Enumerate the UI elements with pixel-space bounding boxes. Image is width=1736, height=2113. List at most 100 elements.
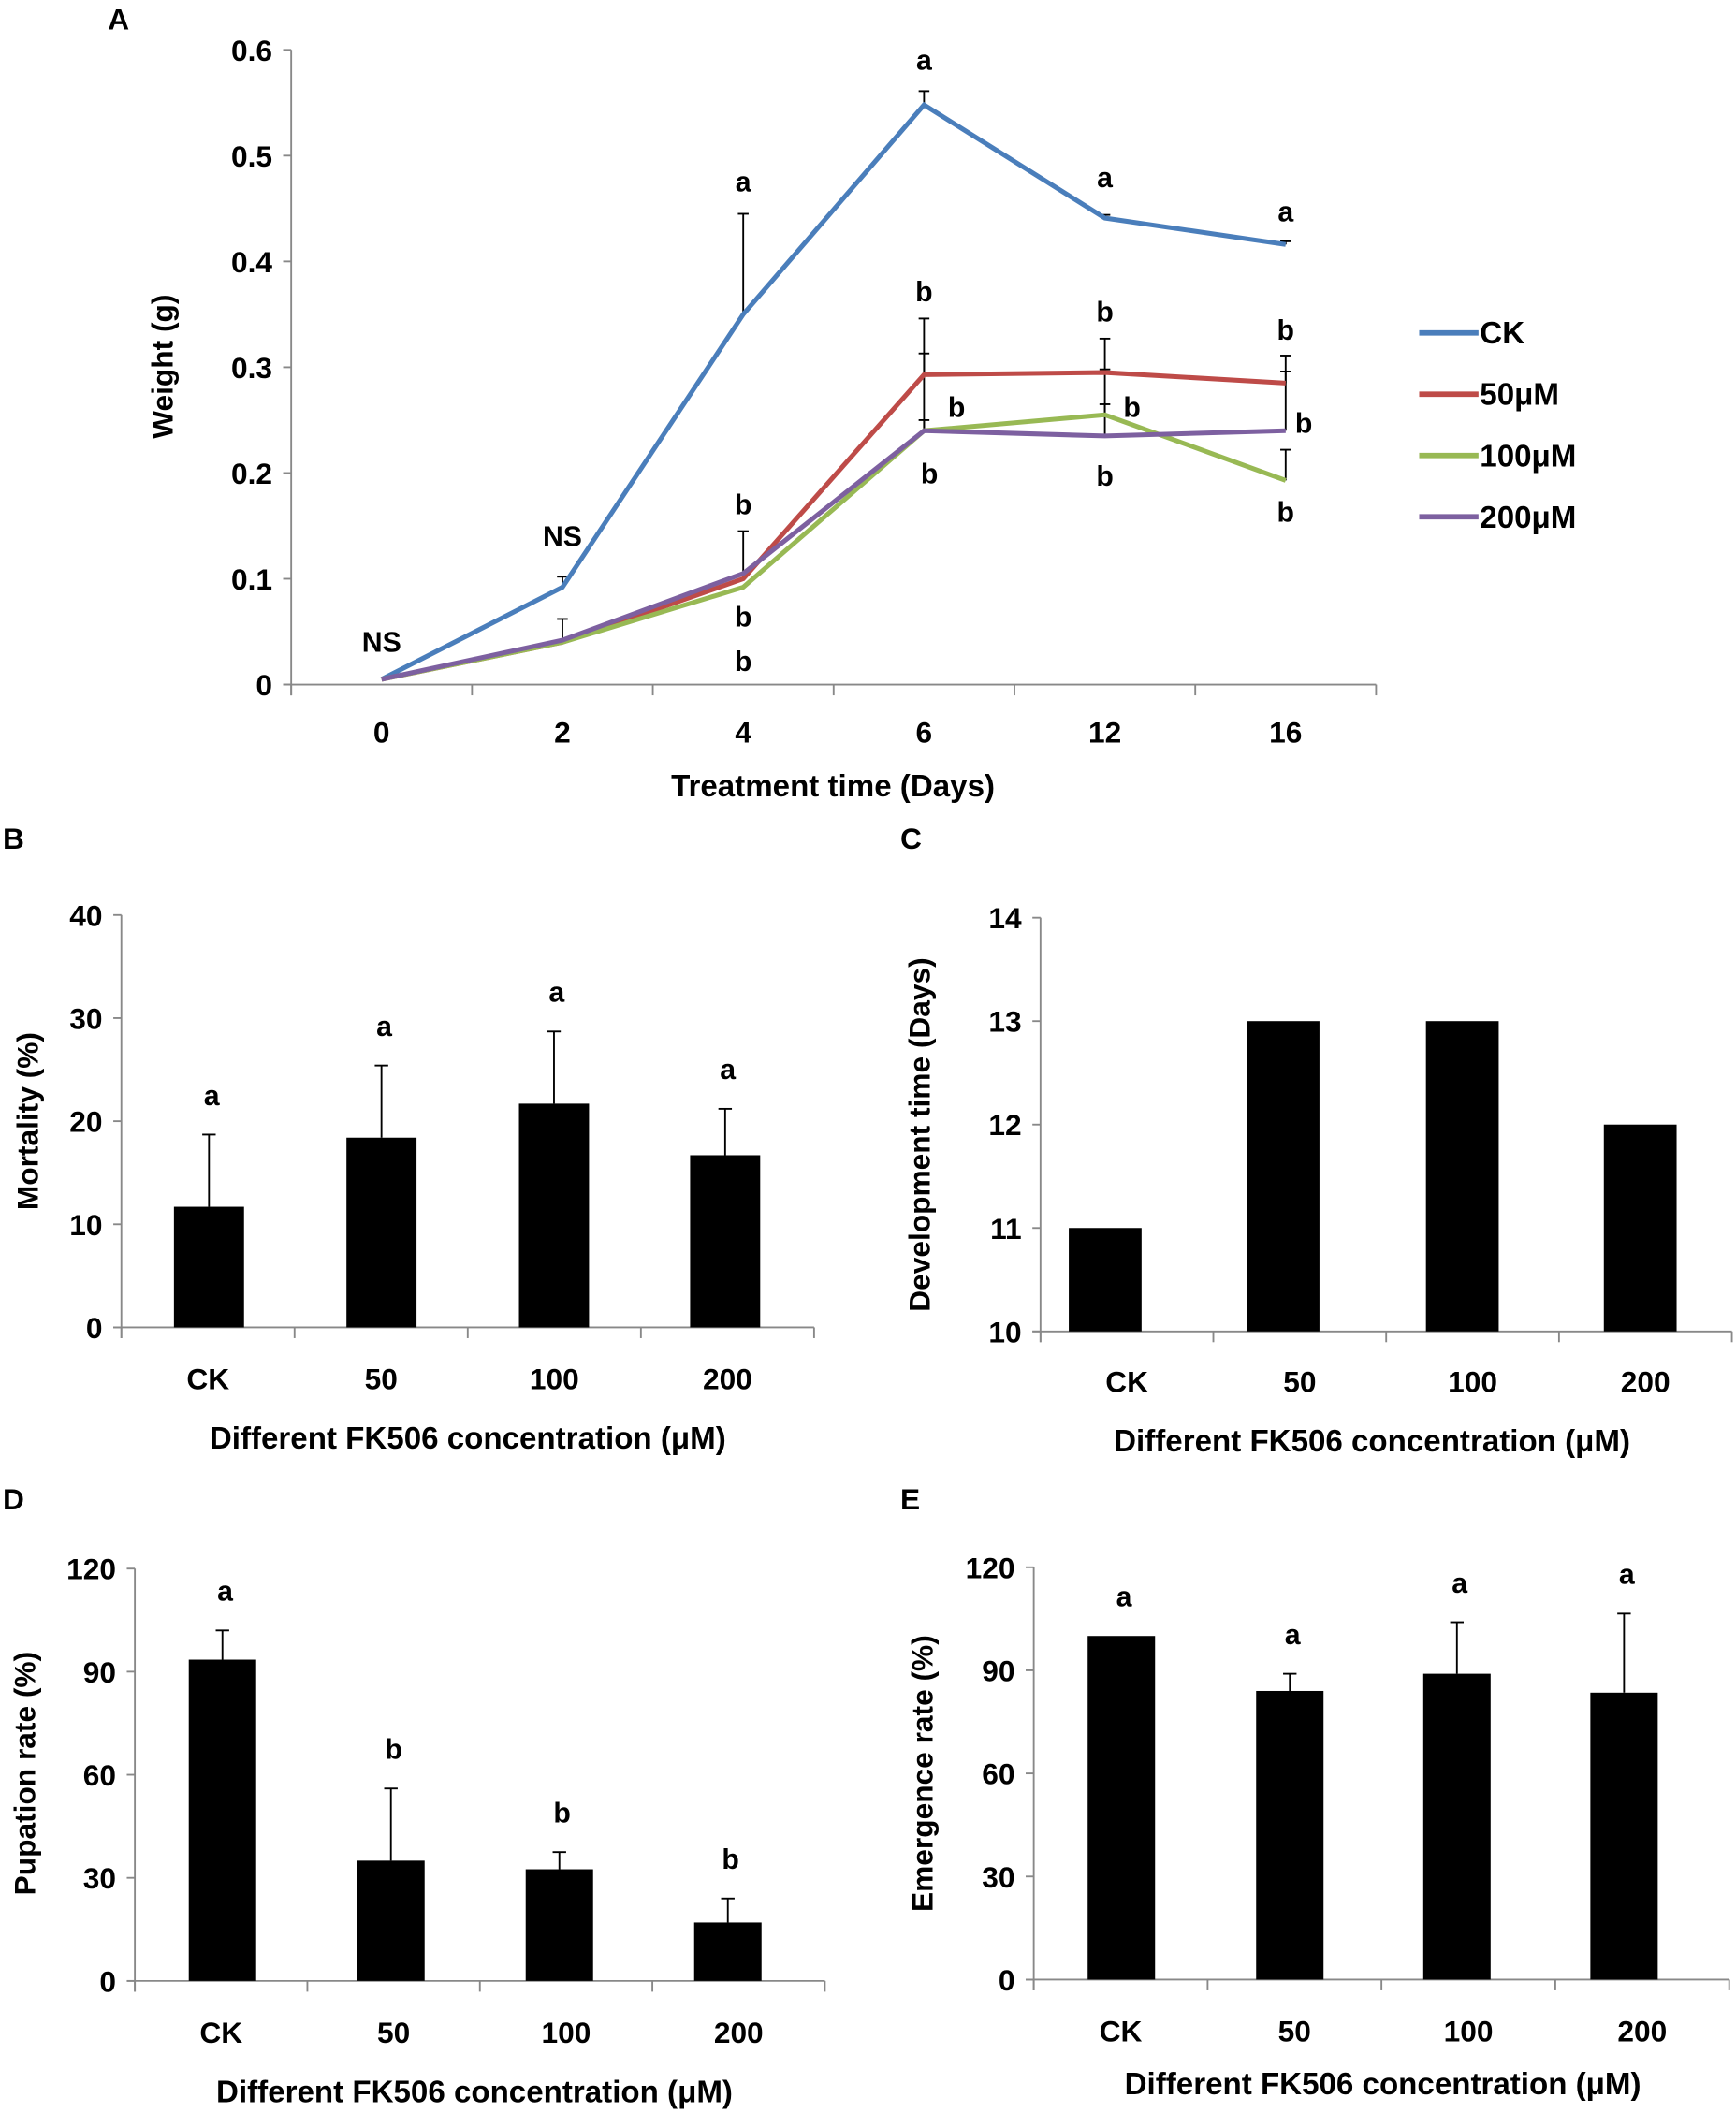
- legend-label: 200μM: [1480, 501, 1576, 535]
- bar-200: [1603, 1124, 1677, 1332]
- y-tick-label: 30: [69, 1001, 102, 1035]
- bar-100: [1422, 1673, 1491, 1980]
- x-tick-label: 6: [916, 715, 933, 749]
- x-tick-label: CK: [1105, 1365, 1148, 1399]
- y-tick-label: 120: [966, 1551, 1015, 1584]
- significance-label: a: [204, 1081, 220, 1112]
- significance-label: b: [1295, 408, 1312, 439]
- significance-label: a: [1619, 1560, 1635, 1591]
- significance-label: b: [385, 1735, 401, 1766]
- bar-50: [1247, 1021, 1320, 1332]
- x-tick-label: 200: [714, 2016, 764, 2049]
- y-tick-label: 13: [988, 1005, 1021, 1039]
- x-tick-label: 200: [703, 1363, 752, 1396]
- y-tick-label: 10: [69, 1208, 102, 1242]
- significance-label: b: [735, 647, 751, 678]
- panel-c: 10 11 12 13 14 CK 50 100 200 Different FK506 conc…: [903, 901, 1733, 1459]
- significance-label: b: [1277, 315, 1294, 346]
- y-tick-label: 10: [988, 1315, 1021, 1348]
- x-tick-label: 100: [542, 2016, 591, 2049]
- panel-label-c: C: [900, 822, 922, 855]
- y-tick-label: 0.6: [231, 34, 272, 67]
- y-axis-title: Mortality (%): [10, 1032, 44, 1210]
- legend-label: 50μM: [1480, 378, 1559, 413]
- panel-e: 0 30 60 90 120 CK 50 100 200 Different FK506 conc…: [906, 1551, 1730, 2102]
- x-tick-label: 100: [530, 1363, 579, 1396]
- significance-label: b: [915, 277, 932, 308]
- y-tick-label: 0.2: [231, 457, 272, 490]
- x-axis-title: Treatment time (Days): [671, 769, 995, 804]
- legend-label: 100μM: [1480, 439, 1576, 474]
- y-axis-title: Development time (Days): [903, 957, 937, 1311]
- y-tick-label: 14: [988, 901, 1022, 935]
- x-tick-label: 0: [373, 715, 390, 749]
- bar-100: [518, 1103, 590, 1328]
- bar-200: [1590, 1692, 1658, 1980]
- x-tick-label: 12: [1088, 715, 1121, 749]
- significance-label: a: [916, 46, 932, 77]
- x-tick-label: 100: [1448, 1365, 1497, 1399]
- panel-label-e: E: [900, 1482, 920, 1516]
- bar-100: [525, 1869, 593, 1981]
- y-tick-label: 90: [982, 1654, 1014, 1687]
- significance-label: b: [553, 1798, 570, 1829]
- x-axis-title: Different FK506 concentration (μM): [1114, 1424, 1630, 1459]
- x-tick-label: 50: [1278, 2015, 1311, 2048]
- x-tick-label: CK: [199, 2016, 242, 2049]
- significance-label: b: [1096, 298, 1113, 328]
- significance-label: a: [1285, 1620, 1301, 1651]
- significance-label: NS: [543, 521, 582, 552]
- x-tick-label: 50: [377, 2016, 410, 2049]
- significance-label: a: [1452, 1568, 1467, 1599]
- bar-ck: [173, 1206, 244, 1328]
- significance-label: a: [217, 1577, 233, 1608]
- bar-200: [690, 1155, 761, 1328]
- bar-200: [693, 1922, 762, 1981]
- x-axis-title: Different FK506 concentration (μM): [210, 1421, 726, 1456]
- significance-label: a: [376, 1012, 392, 1042]
- x-tick-label: 100: [1444, 2015, 1494, 2048]
- significance-label: b: [735, 489, 751, 520]
- y-tick-label: 0.5: [231, 139, 272, 173]
- y-tick-label: 60: [982, 1757, 1014, 1791]
- bar-100: [1425, 1021, 1499, 1332]
- series-line-100um: [381, 412, 1287, 682]
- panel-label-b: B: [3, 822, 24, 855]
- y-tick-label: 0: [255, 668, 272, 702]
- x-tick-label: 16: [1269, 715, 1302, 749]
- y-tick-label: 60: [83, 1758, 116, 1792]
- significance-label: b: [722, 1844, 738, 1875]
- x-axis-title: Different FK506 concentration (μM): [1125, 2067, 1641, 2102]
- significance-label: a: [1116, 1582, 1132, 1613]
- significance-label: a: [1097, 163, 1113, 194]
- panel-b: 0 10 20 30 40 CK 50 100 200 Different FK506 conce…: [10, 898, 815, 1456]
- legend-label: CK: [1480, 316, 1524, 351]
- y-tick-label: 0: [999, 1963, 1015, 1997]
- bar-ck: [188, 1659, 256, 1981]
- bar-50: [346, 1137, 417, 1328]
- significance-label: b: [1277, 497, 1294, 528]
- x-tick-label: 200: [1617, 2015, 1667, 2048]
- y-tick-label: 0.1: [231, 562, 272, 596]
- significance-label: a: [720, 1055, 736, 1086]
- bar-50: [357, 1860, 425, 1981]
- panel-a: 0 0.1 0.2 0.3 0.4 0.5 0.6 0 2 4 6 12 16 Treatment tim…: [145, 34, 1576, 804]
- significance-label: b: [735, 602, 751, 633]
- y-tick-label: 0.3: [231, 351, 272, 385]
- y-tick-label: 11: [990, 1212, 1021, 1246]
- bar-ck: [1069, 1228, 1142, 1332]
- y-tick-label: 20: [69, 1105, 102, 1139]
- y-axis-title: Emergence rate (%): [906, 1635, 940, 1912]
- panel-label-a: A: [108, 3, 129, 36]
- x-tick-label: CK: [1100, 2015, 1143, 2048]
- significance-label: a: [1277, 197, 1293, 227]
- significance-label: b: [921, 459, 938, 490]
- series-line-50um: [381, 370, 1286, 682]
- y-tick-label: 30: [83, 1861, 116, 1895]
- significance-label: a: [548, 978, 564, 1009]
- bar-ck: [1087, 1636, 1156, 1980]
- significance-label: NS: [362, 627, 401, 658]
- significance-label: b: [1123, 392, 1140, 423]
- bar-50: [1256, 1690, 1324, 1980]
- x-axis-title: Different FK506 concentration (μM): [216, 2075, 733, 2109]
